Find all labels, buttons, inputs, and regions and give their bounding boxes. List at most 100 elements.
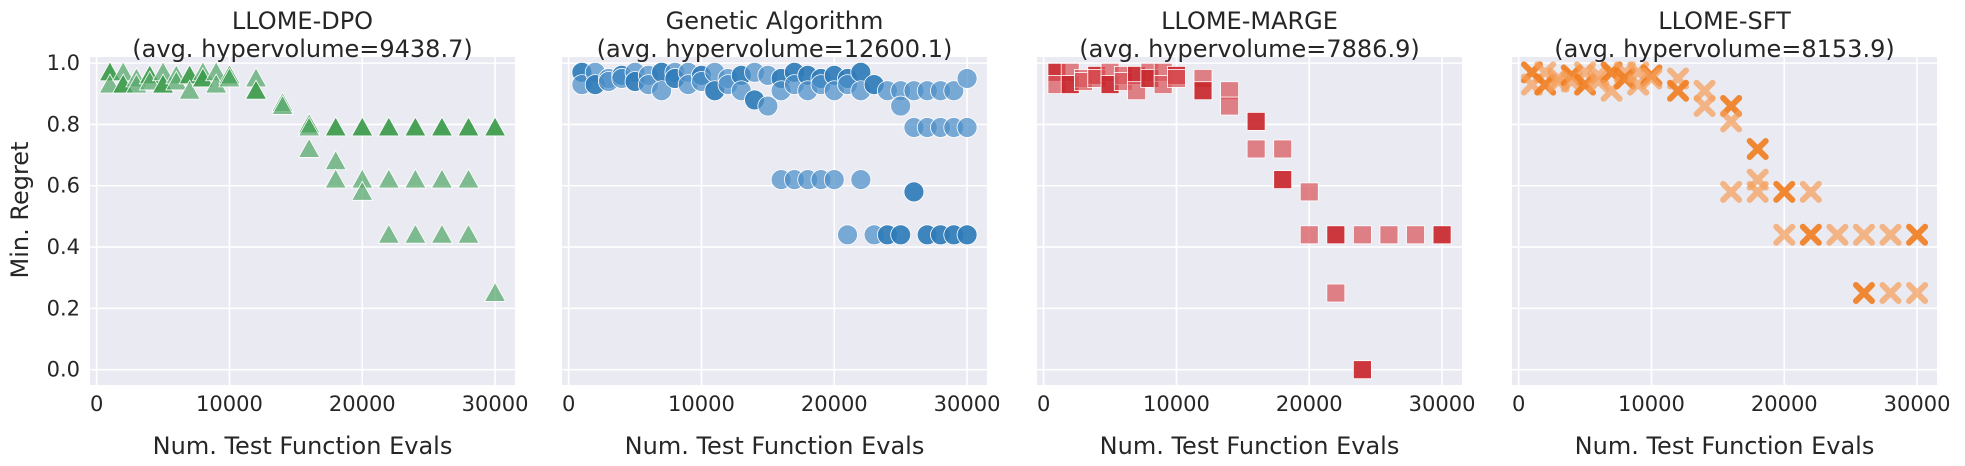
data-point <box>1852 282 1875 305</box>
x-tick-label: 30000 <box>1409 392 1476 416</box>
data-point <box>943 80 965 102</box>
x-tick-label: 20000 <box>1276 392 1343 416</box>
plot-background <box>1037 57 1462 385</box>
data-point <box>1746 137 1769 160</box>
panel-llome-dpo: 0 10000 20000 30000 0.0 0.2 0.4 0.6 0.8 1.0 LLOME-… <box>47 7 529 460</box>
data-point <box>1220 96 1239 116</box>
data-point <box>1826 223 1849 246</box>
panel-llome-sft: 0 10000 20000 30000 LLOME-SFT(avg. hypervolu… <box>1512 7 1951 460</box>
data-point <box>404 223 427 244</box>
data-point <box>1879 282 1902 305</box>
data-point <box>483 281 507 302</box>
data-point <box>404 116 427 137</box>
data-point <box>1879 223 1902 246</box>
data-point <box>1773 180 1796 203</box>
data-point <box>1693 79 1716 102</box>
y-tick-label: 0.6 <box>47 174 80 198</box>
x-axis-label: Num. Test Function Evals <box>1100 432 1400 460</box>
data-point <box>1667 79 1690 102</box>
data-point <box>1326 283 1346 303</box>
data-point <box>1326 225 1346 245</box>
data-point <box>1167 69 1186 88</box>
data-point <box>890 224 912 246</box>
data-point <box>1379 225 1399 245</box>
data-point <box>956 117 978 138</box>
x-tick-label: 10000 <box>1143 392 1210 416</box>
x-tick-label: 0 <box>1037 392 1050 416</box>
panel-subtitle: (avg. hypervolume=8153.9) <box>1554 35 1894 63</box>
data-point <box>1299 182 1319 202</box>
data-point <box>430 168 454 189</box>
data-point <box>1906 282 1929 305</box>
data-point <box>850 169 872 191</box>
data-point <box>1193 81 1213 101</box>
data-point <box>956 68 978 89</box>
data-point <box>757 95 779 117</box>
x-axis-label: Num. Test Function Evals <box>1575 432 1875 460</box>
x-tick-label: 20000 <box>329 392 396 416</box>
data-point <box>324 116 347 137</box>
panel-subtitle: (avg. hypervolume=12600.1) <box>597 35 953 63</box>
data-point <box>377 168 401 189</box>
data-point <box>271 94 294 115</box>
x-tick-label: 30000 <box>934 392 1001 416</box>
panel-title: LLOME-SFT <box>1658 7 1791 35</box>
data-point <box>1406 225 1425 245</box>
data-point <box>1640 67 1663 90</box>
panel-genetic-algorithm: 0 10000 20000 30000 Genetic Algorithm(avg. h… <box>562 7 1001 460</box>
y-axis-label: Min. Regret <box>6 142 34 279</box>
panel-subtitle: (avg. hypervolume=7886.9) <box>1079 35 1419 63</box>
panel-llome-marge: 0 10000 20000 30000 LLOME-MARGE(avg. hypervo… <box>1037 7 1476 460</box>
data-point <box>430 116 454 137</box>
data-point <box>297 137 321 158</box>
data-point <box>483 116 507 137</box>
panel-subtitle: (avg. hypervolume=9438.7) <box>132 35 472 63</box>
data-point <box>1799 180 1822 203</box>
panel-title: LLOME-DPO <box>232 7 373 35</box>
data-point <box>178 79 201 100</box>
data-point <box>1352 360 1372 380</box>
x-tick-label: 30000 <box>1884 392 1951 416</box>
data-point <box>1613 67 1636 90</box>
y-tick-label: 0.4 <box>47 235 80 259</box>
data-point <box>1299 225 1319 245</box>
data-point <box>244 79 268 100</box>
x-tick-label: 0 <box>1512 392 1525 416</box>
data-point <box>1720 110 1743 133</box>
data-point <box>1273 139 1293 159</box>
data-point <box>1246 111 1266 131</box>
plot-background <box>1512 57 1937 385</box>
data-point <box>457 116 480 137</box>
x-axis-label: Num. Test Function Evals <box>153 432 453 460</box>
data-point <box>837 224 858 246</box>
plot-background <box>90 57 515 385</box>
data-point <box>297 116 321 137</box>
data-point <box>457 168 480 189</box>
data-point <box>823 169 845 191</box>
data-point <box>1799 223 1822 246</box>
data-point <box>218 67 241 88</box>
data-point <box>1906 223 1929 246</box>
x-tick-label: 30000 <box>462 392 529 416</box>
x-tick-label: 10000 <box>668 392 735 416</box>
x-tick-label: 20000 <box>1751 392 1818 416</box>
data-point <box>903 181 925 203</box>
data-point <box>1246 139 1266 159</box>
x-tick-label: 20000 <box>801 392 868 416</box>
panel-title: Genetic Algorithm <box>666 7 884 35</box>
y-tick-label: 0.8 <box>47 112 80 136</box>
x-tick-label: 10000 <box>196 392 263 416</box>
data-point <box>890 95 912 117</box>
data-point <box>324 168 347 189</box>
data-point <box>457 223 480 244</box>
data-point <box>1273 170 1293 190</box>
data-point <box>377 116 401 137</box>
y-tick-label: 0.2 <box>47 296 80 320</box>
data-point <box>1773 223 1796 246</box>
data-point <box>1720 95 1743 118</box>
data-point <box>404 168 427 189</box>
data-point <box>1720 180 1743 203</box>
data-point <box>430 223 454 244</box>
data-point <box>351 116 374 137</box>
